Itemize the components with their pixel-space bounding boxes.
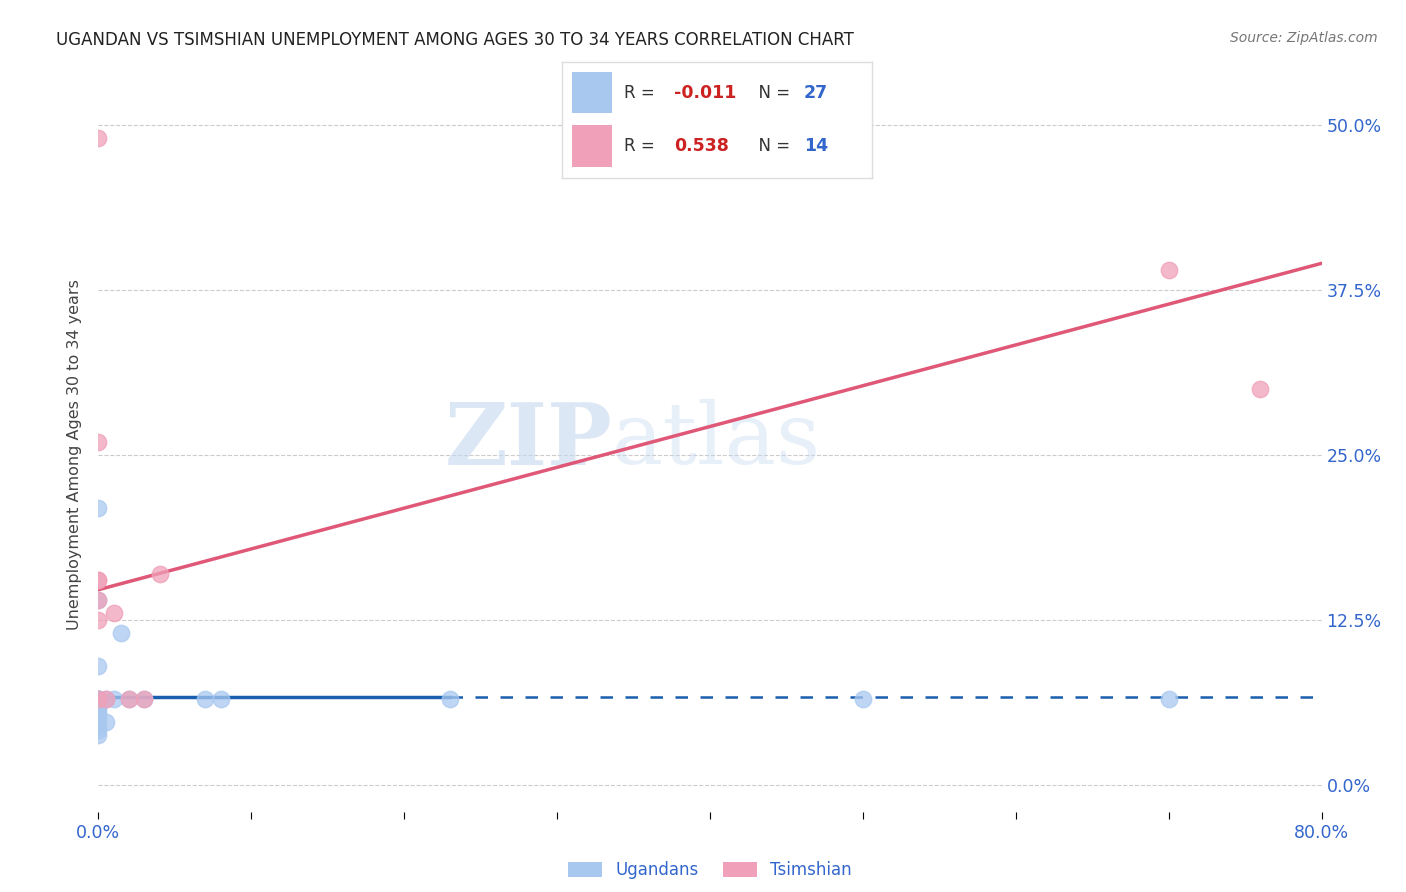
Point [87, 719, 110, 733]
Point [1157, 263, 1180, 277]
Point [149, 566, 172, 581]
Point [87, 500, 110, 515]
Text: ZIP: ZIP [444, 399, 612, 483]
Text: R =: R = [624, 137, 661, 155]
Point [103, 607, 125, 621]
Point [87, 706, 110, 720]
Text: atlas: atlas [612, 399, 821, 483]
Point [852, 692, 875, 706]
Point [439, 692, 461, 706]
Bar [572, 71, 612, 113]
Point [134, 692, 156, 706]
Point [110, 626, 132, 640]
Point [1157, 692, 1180, 706]
Text: N =: N = [748, 84, 796, 102]
Legend: Ugandans, Tsimshian: Ugandans, Tsimshian [562, 855, 858, 886]
Point [87, 613, 110, 627]
Point [87, 692, 110, 706]
Point [134, 692, 156, 706]
Text: UGANDAN VS TSIMSHIAN UNEMPLOYMENT AMONG AGES 30 TO 34 YEARS CORRELATION CHART: UGANDAN VS TSIMSHIAN UNEMPLOYMENT AMONG … [56, 31, 853, 49]
Point [87, 692, 110, 706]
Text: N =: N = [748, 137, 796, 155]
Point [87, 692, 110, 706]
Point [87, 434, 110, 449]
Point [209, 692, 232, 706]
Point [87, 659, 110, 673]
Text: 0.538: 0.538 [673, 137, 728, 155]
Text: Source: ZipAtlas.com: Source: ZipAtlas.com [1230, 31, 1378, 45]
Point [94, 692, 117, 706]
Point [87, 593, 110, 607]
Point [94, 692, 117, 706]
Text: 14: 14 [804, 137, 828, 155]
Point [87, 701, 110, 715]
Point [87, 692, 110, 706]
Point [1249, 382, 1271, 396]
Point [118, 692, 141, 706]
Point [118, 692, 141, 706]
Text: 27: 27 [804, 84, 828, 102]
Y-axis label: Unemployment Among Ages 30 to 34 years: Unemployment Among Ages 30 to 34 years [67, 279, 83, 631]
Point [87, 692, 110, 706]
Point [87, 593, 110, 607]
Text: -0.011: -0.011 [673, 84, 737, 102]
Point [87, 723, 110, 737]
Point [87, 130, 110, 145]
Point [103, 692, 125, 706]
Point [194, 692, 217, 706]
Point [87, 574, 110, 588]
Point [87, 712, 110, 726]
Text: R =: R = [624, 84, 661, 102]
Point [87, 698, 110, 713]
Bar [572, 125, 612, 167]
Point [87, 728, 110, 742]
Point [87, 574, 110, 588]
Point [87, 692, 110, 706]
Point [94, 714, 117, 729]
Point [87, 692, 110, 706]
